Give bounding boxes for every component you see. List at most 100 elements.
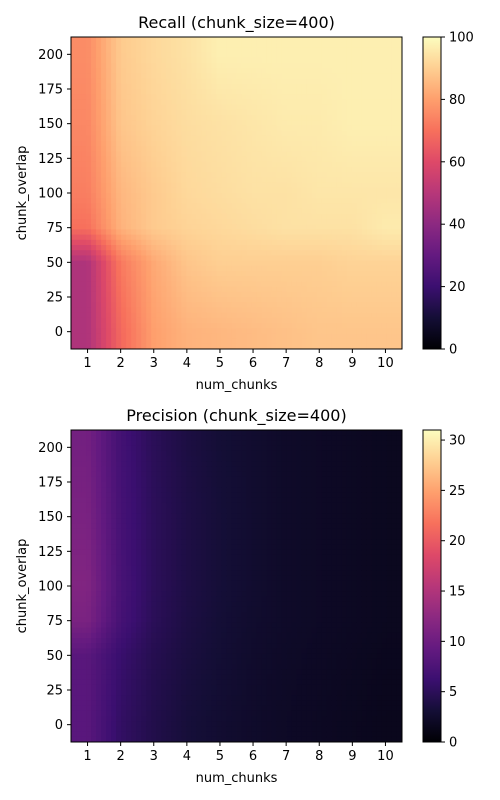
heatmap-cell <box>176 151 182 158</box>
heatmap-cell <box>106 622 112 629</box>
heatmap-cell <box>161 224 167 230</box>
heatmap-cell <box>231 57 238 64</box>
heatmap-cell <box>126 560 132 566</box>
heatmap-cell <box>146 115 152 121</box>
heatmap-cell <box>326 229 333 236</box>
heatmap-cell <box>271 115 278 121</box>
heatmap-cell <box>226 156 233 163</box>
heatmap-cell <box>116 601 122 608</box>
heatmap-cell <box>141 648 147 655</box>
heatmap-cell <box>361 250 368 256</box>
heatmap-cell <box>151 193 157 199</box>
heatmap-cell <box>121 731 127 738</box>
heatmap-cell <box>231 260 238 267</box>
heatmap-cell <box>71 591 77 597</box>
heatmap-cell <box>186 135 192 142</box>
heatmap-cell <box>191 167 197 173</box>
heatmap-cell <box>326 333 333 340</box>
heatmap-cell <box>276 229 283 236</box>
heatmap-cell <box>101 146 107 152</box>
heatmap-cell <box>206 203 213 210</box>
heatmap-cell <box>231 302 238 308</box>
heatmap-cell <box>261 83 268 90</box>
heatmap-cell <box>196 291 202 298</box>
heatmap-cell <box>151 161 157 168</box>
heatmap-cell <box>291 141 298 147</box>
heatmap-cell <box>121 482 127 488</box>
heatmap-cell <box>386 141 393 147</box>
heatmap-cell <box>396 172 402 178</box>
heatmap-cell <box>286 229 293 236</box>
heatmap-cell <box>231 234 238 241</box>
heatmap-cell <box>301 338 308 345</box>
heatmap-cell <box>336 130 343 137</box>
heatmap-cell <box>251 260 258 267</box>
heatmap-cell <box>141 690 147 696</box>
heatmap-cell <box>76 627 82 634</box>
heatmap-cell <box>91 575 97 582</box>
heatmap-cell <box>391 172 398 178</box>
heatmap-cell <box>291 286 298 293</box>
heatmap-cell <box>351 68 358 74</box>
heatmap-cell <box>91 224 97 230</box>
heatmap-cell <box>396 83 402 90</box>
heatmap-cell <box>96 281 102 288</box>
heatmap-cell <box>281 317 288 324</box>
heatmap-cell <box>361 208 368 215</box>
heatmap-cell <box>321 161 328 168</box>
heatmap-cell <box>106 674 112 681</box>
heatmap-cell <box>376 245 383 251</box>
heatmap-cell <box>116 643 122 649</box>
heatmap-cell <box>181 172 187 178</box>
heatmap-cell <box>236 333 243 340</box>
heatmap-cell <box>296 135 303 142</box>
heatmap-cell <box>256 203 263 210</box>
heatmap-cell <box>111 52 117 59</box>
heatmap-cell <box>111 333 117 340</box>
heatmap-cell <box>86 317 92 324</box>
heatmap-cell <box>236 146 243 152</box>
heatmap-cell <box>86 502 92 509</box>
heatmap-cell <box>101 466 107 473</box>
heatmap-cell <box>196 187 202 194</box>
heatmap-cell <box>81 333 87 340</box>
heatmap-cell <box>111 502 117 509</box>
heatmap-cell <box>86 286 92 293</box>
heatmap-cell <box>116 187 122 194</box>
heatmap-cell <box>266 291 273 298</box>
heatmap-cell <box>86 705 92 712</box>
heatmap-cell <box>121 565 127 571</box>
heatmap-cell <box>296 250 303 256</box>
heatmap-cell <box>381 37 388 43</box>
heatmap-cell <box>71 177 77 184</box>
heatmap-cell <box>321 234 328 241</box>
heatmap-cell <box>191 99 197 106</box>
heatmap-cell <box>236 297 243 303</box>
heatmap-cell <box>266 57 273 64</box>
heatmap-cell <box>316 68 323 74</box>
heatmap-cell <box>131 89 137 95</box>
heatmap-cell <box>336 104 343 111</box>
heatmap-cell <box>196 99 202 106</box>
heatmap-cell <box>246 297 253 303</box>
heatmap-cell <box>111 94 117 100</box>
heatmap-cell <box>311 281 318 288</box>
heatmap-cell <box>116 471 122 478</box>
heatmap-cell <box>166 146 172 152</box>
heatmap-cell <box>336 167 343 173</box>
heatmap-cell <box>161 328 167 334</box>
heatmap-cell <box>91 177 97 184</box>
heatmap-cell <box>166 135 172 142</box>
heatmap-cell <box>226 120 233 126</box>
heatmap-cell <box>206 286 213 293</box>
heatmap-cell <box>136 125 142 132</box>
heatmap-cell <box>281 182 288 189</box>
heatmap-cell <box>156 125 162 132</box>
heatmap-cell <box>96 726 102 733</box>
heatmap-cell <box>396 68 402 74</box>
heatmap-cell <box>251 291 258 298</box>
heatmap-cell <box>261 213 268 220</box>
heatmap-cell <box>71 47 77 54</box>
heatmap-cell <box>226 323 233 329</box>
heatmap-cell <box>371 245 378 251</box>
